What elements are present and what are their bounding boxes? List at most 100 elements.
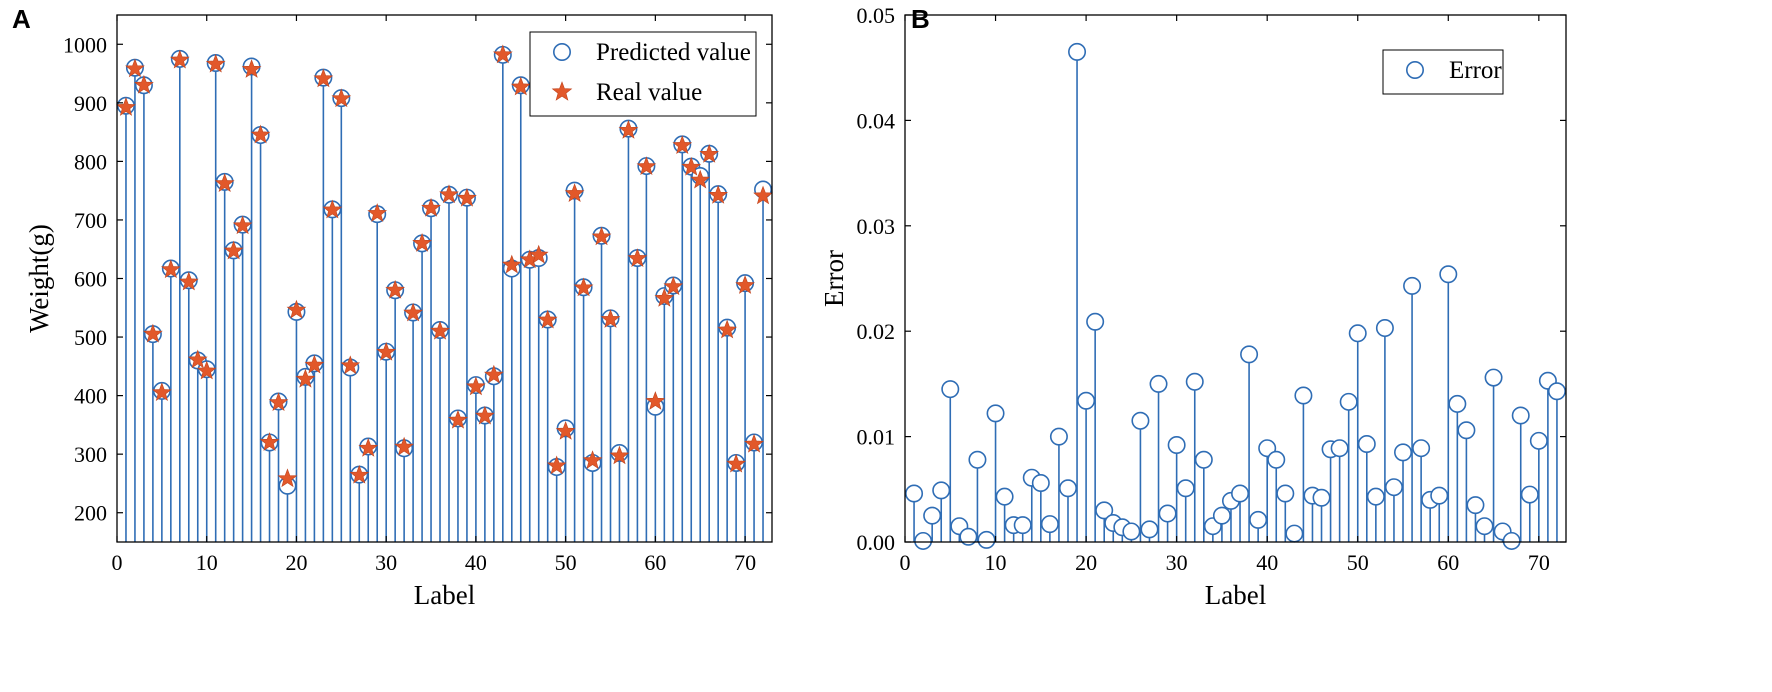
panel-b-point-predicted xyxy=(1176,479,1195,498)
panel-b-point-predicted xyxy=(1457,421,1476,440)
panel-a-point-real xyxy=(295,368,316,388)
panel-a-point-real xyxy=(564,183,585,202)
panel-b-point-predicted xyxy=(1511,406,1530,425)
panel-a-legend-label: Real value xyxy=(596,79,702,106)
panel-b-point-predicted xyxy=(1348,324,1367,343)
panel-a-point-real xyxy=(537,309,558,329)
panel-b-point-predicted xyxy=(1375,319,1394,338)
panel-a-point-real xyxy=(250,124,271,144)
panel-a-legend-circle-icon xyxy=(552,42,571,61)
panel-b-point-predicted xyxy=(1131,411,1150,430)
panel-a-point-real xyxy=(744,433,764,453)
panel-a-xtick-label: 50 xyxy=(555,550,577,575)
panel-a-point-real xyxy=(582,450,603,469)
panel-a-point-real xyxy=(600,309,621,328)
panel-b-point-predicted xyxy=(1330,439,1349,458)
panel-b-point-predicted xyxy=(1366,487,1385,506)
panel-a-point-real xyxy=(448,409,468,429)
panel-b-point-predicted xyxy=(1049,427,1068,446)
panel-a-point-real xyxy=(421,197,441,217)
panel-b-point-predicted xyxy=(1122,522,1141,541)
panel-b-legend-label: Error xyxy=(1449,57,1502,84)
panel-b-point-predicted xyxy=(1294,386,1313,405)
panel-b-point-predicted xyxy=(1031,473,1050,492)
panel-a-xtick-label: 20 xyxy=(285,550,307,575)
panel-a-point-real xyxy=(152,382,172,402)
panel-a-point-real xyxy=(232,215,253,235)
panel-b-ytick-label: 0.03 xyxy=(857,214,896,239)
panel-b-ytick-label: 0.01 xyxy=(857,425,896,450)
panel-a-point-real xyxy=(178,271,199,291)
panel-a-ytick-label: 800 xyxy=(74,149,107,174)
panel-a-point-real xyxy=(412,233,432,252)
panel-a-point-real xyxy=(510,76,531,96)
panel-a-point-real xyxy=(358,437,379,457)
panel-b-point-predicted xyxy=(1212,506,1231,525)
panel-b-point-predicted xyxy=(1058,479,1077,498)
panel-b-point-predicted xyxy=(1357,434,1376,453)
panel-a-point-real xyxy=(483,364,504,384)
panel-b-ytick-label: 0.05 xyxy=(857,3,896,28)
panel-b-point-predicted xyxy=(1520,485,1539,504)
panel-a-point-real xyxy=(753,185,773,205)
panel-a-point-real xyxy=(573,277,594,297)
panel-b-point-predicted xyxy=(1412,439,1431,458)
panel-a-point-real xyxy=(466,376,486,396)
panel-a-point-real xyxy=(654,288,675,307)
panel-b-point-predicted xyxy=(1149,374,1168,393)
panel-a-point-real xyxy=(475,405,495,425)
panel-b-point-predicted xyxy=(1529,431,1548,450)
panel-a-point-real xyxy=(187,349,208,369)
panel-b-ylabel: Error xyxy=(819,250,849,307)
panel-a-point-real xyxy=(340,355,361,375)
panel-b-point-predicted xyxy=(932,481,951,500)
panel-a-ytick-label: 900 xyxy=(74,91,107,116)
panel-a-point-real xyxy=(304,354,325,374)
panel-b-point-predicted xyxy=(1394,443,1413,462)
panel-a-point-real xyxy=(125,58,145,78)
panel-a-point-real xyxy=(457,187,477,207)
panel-a-point-real xyxy=(394,436,414,456)
panel-a-point-real xyxy=(690,169,711,189)
panel-a-point-real xyxy=(134,74,154,94)
panel-b-xtick-label: 60 xyxy=(1437,550,1459,575)
panel-b-point-predicted xyxy=(905,484,924,503)
panel-b-point-predicted xyxy=(1403,276,1422,295)
panel-a-point-real xyxy=(259,432,280,451)
panel-a-point-real xyxy=(322,199,343,219)
panel-a-point-real xyxy=(277,468,298,488)
panel-b-xlabel: Label xyxy=(1205,580,1266,610)
panel-a-point-real xyxy=(726,453,746,473)
panel-b-point-predicted xyxy=(1466,496,1485,515)
panel-b-point-predicted xyxy=(941,380,960,399)
panel-a-point-real xyxy=(169,49,190,69)
panel-a-legend-star-icon xyxy=(551,81,573,101)
panel-b-xtick-label: 0 xyxy=(900,550,911,575)
panel-b-point-predicted xyxy=(1547,382,1566,401)
panel-a-xtick-label: 30 xyxy=(375,550,397,575)
panel-a-xtick-label: 10 xyxy=(196,550,218,575)
panel-a-point-real xyxy=(214,173,235,193)
panel-b-point-predicted xyxy=(1439,265,1458,284)
panel-b-point-predicted xyxy=(959,527,978,546)
panel-a-ytick-label: 700 xyxy=(74,208,107,233)
panel-b-point-predicted xyxy=(995,487,1014,506)
panel-b-legend-circle-icon xyxy=(1406,60,1425,79)
panel-a-point-real xyxy=(708,184,729,204)
panel-a-point-real xyxy=(160,259,181,279)
panel-a-point-real xyxy=(143,323,163,343)
panel-a-point-real xyxy=(627,248,648,267)
panel-b-point-predicted xyxy=(1249,510,1268,529)
panel-b-point-predicted xyxy=(1240,345,1259,364)
panel-b-point-predicted xyxy=(1430,486,1449,505)
panel-a-point-real xyxy=(672,135,693,154)
panel-b-xtick-label: 40 xyxy=(1256,550,1278,575)
panel-b-point-predicted xyxy=(1267,450,1286,469)
panel-b-point-predicted xyxy=(1095,501,1114,520)
panel-a-xtick-label: 60 xyxy=(644,550,666,575)
panel-b-point-predicted xyxy=(1448,394,1467,413)
panel-a-xtick-label: 40 xyxy=(465,550,487,575)
panel-a-point-real xyxy=(699,144,720,163)
panel-b-point-predicted xyxy=(1077,391,1096,410)
